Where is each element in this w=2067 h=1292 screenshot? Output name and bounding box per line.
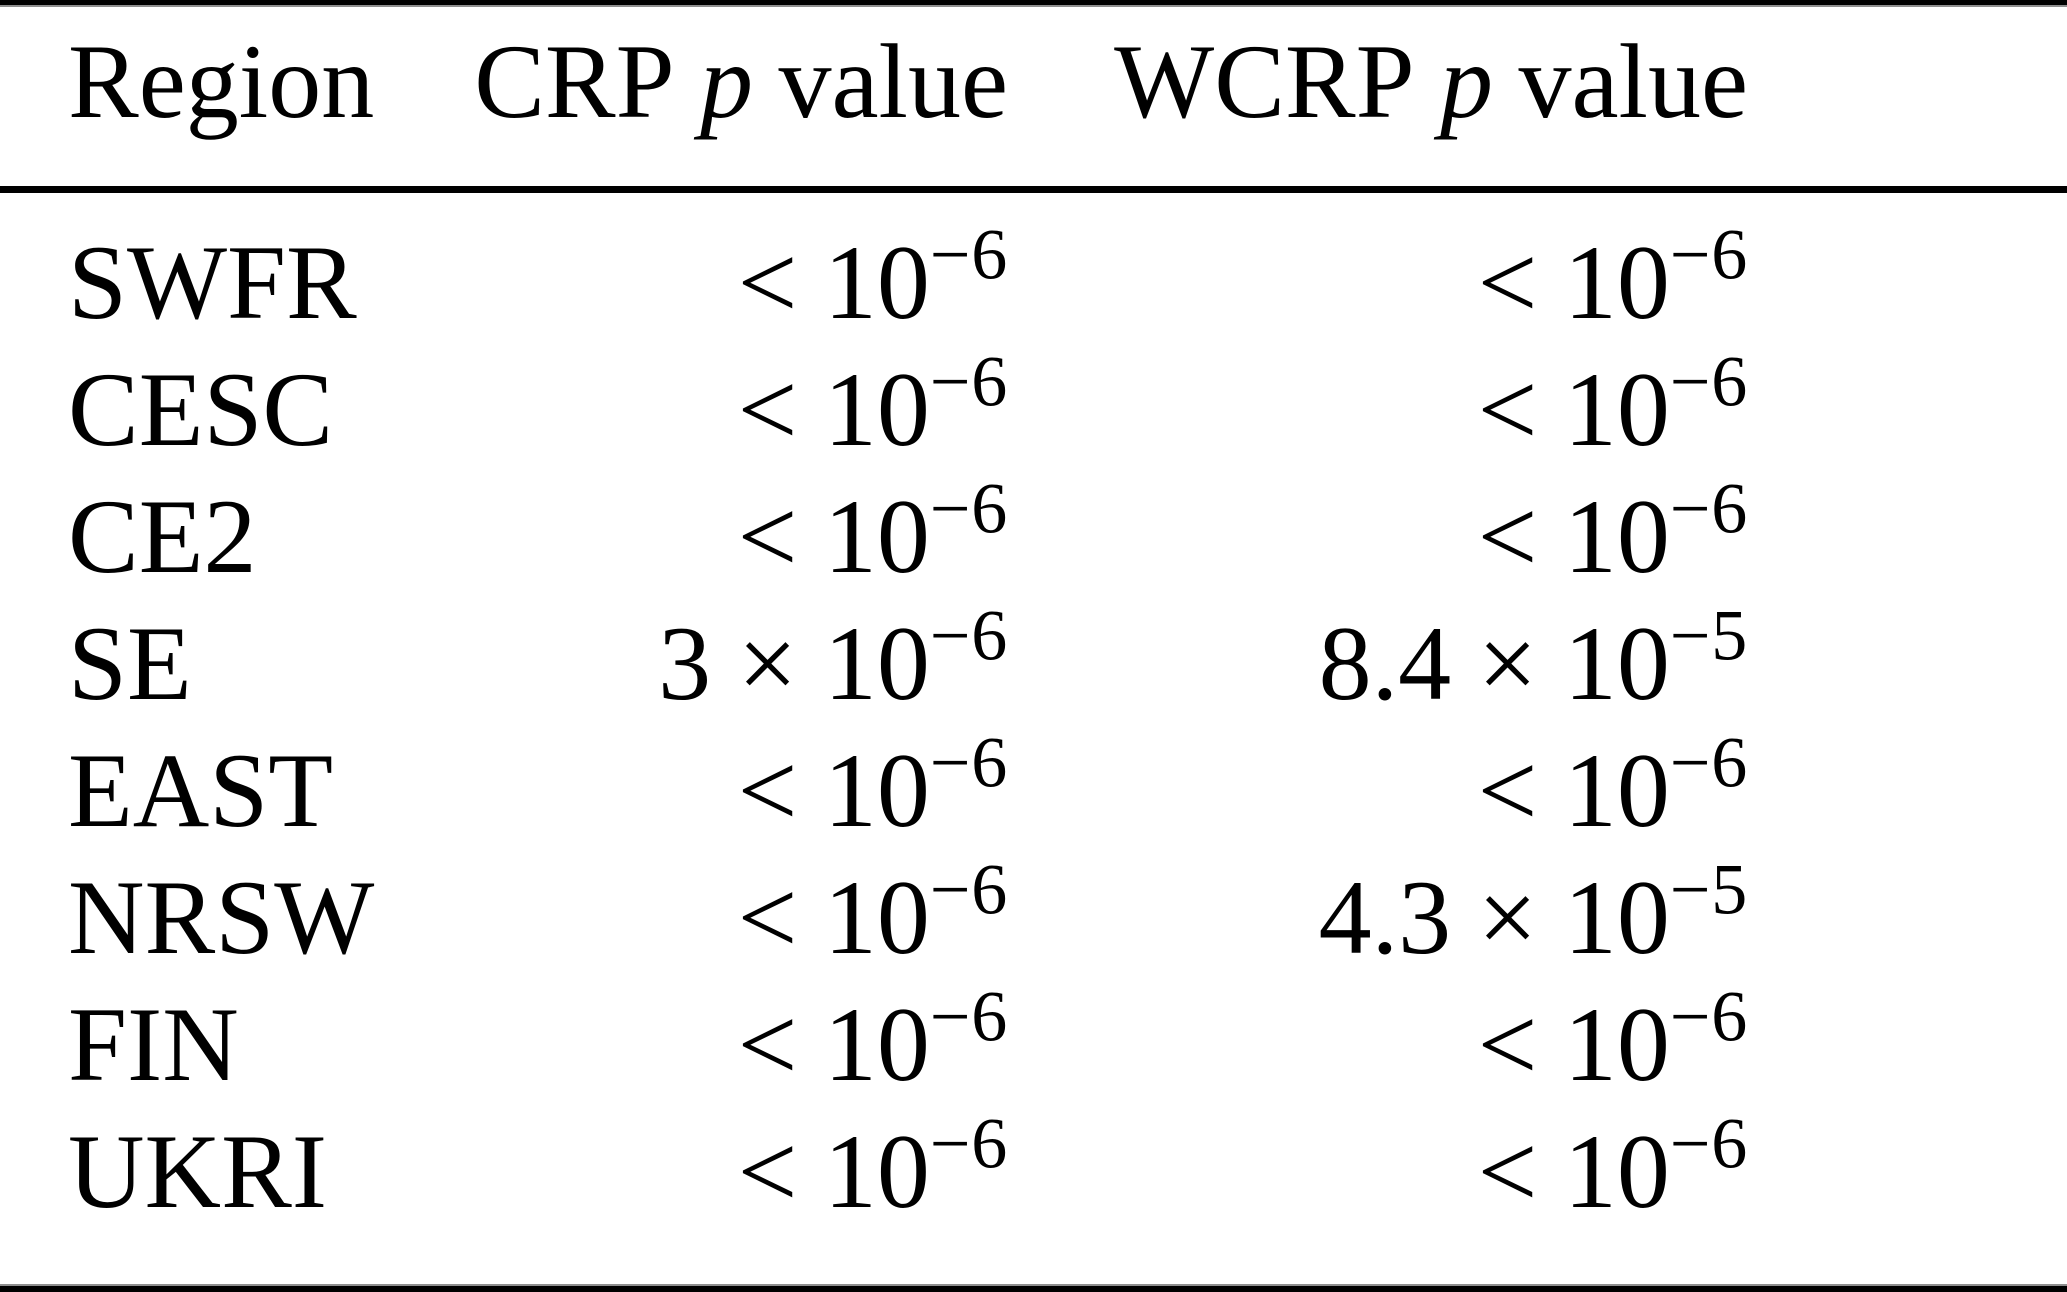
p-value-base: < 10 bbox=[737, 985, 930, 1103]
wcrp-p-value: < 10−6 bbox=[1008, 726, 1748, 844]
p-value-base: < 10 bbox=[737, 223, 930, 341]
p-value-exponent: −6 bbox=[929, 340, 1008, 421]
crp-p-value: < 10−6 bbox=[408, 218, 1008, 336]
value-word: value bbox=[778, 23, 1008, 140]
header-crp-label: CRP p value bbox=[408, 29, 1008, 135]
table-header: Region CRP p value WCRP p value bbox=[0, 7, 2067, 187]
region-label: EAST bbox=[68, 731, 333, 849]
table-row: SWFR < 10−6 < 10−6 bbox=[0, 218, 2067, 346]
header-wcrp-label: WCRP p value bbox=[1008, 29, 1748, 135]
crp-p-value: < 10−6 bbox=[408, 345, 1008, 463]
p-value-exponent: −6 bbox=[929, 213, 1008, 294]
crp-p-value: < 10−6 bbox=[408, 726, 1008, 844]
p-value-base: < 10 bbox=[737, 477, 930, 595]
wcrp-p-value: < 10−6 bbox=[1008, 472, 1748, 590]
table-row: FIN < 10−6 < 10−6 bbox=[0, 980, 2067, 1108]
p-value-exponent: −6 bbox=[1669, 340, 1748, 421]
p-value-exponent: −6 bbox=[929, 467, 1008, 548]
p-value-base: < 10 bbox=[1477, 1112, 1670, 1230]
p-value-exponent: −6 bbox=[1669, 721, 1748, 802]
p-value-base: 8.4 × 10 bbox=[1318, 604, 1670, 722]
table-row: CE2 < 10−6 < 10−6 bbox=[0, 472, 2067, 600]
p-value-exponent: −6 bbox=[929, 848, 1008, 929]
wcrp-name: WCRP bbox=[1114, 23, 1415, 140]
p-value-base: 4.3 × 10 bbox=[1318, 858, 1670, 976]
wcrp-p-value: < 10−6 bbox=[1008, 1107, 1748, 1225]
region-label: FIN bbox=[68, 985, 239, 1103]
table-row: UKRI < 10−6 < 10−6 bbox=[0, 1107, 2067, 1235]
bottom-rule bbox=[0, 1284, 2067, 1292]
p-value-base: < 10 bbox=[737, 350, 930, 468]
p-value-exponent: −6 bbox=[1669, 213, 1748, 294]
region-label: NRSW bbox=[68, 858, 375, 976]
p-value-exponent: −6 bbox=[1669, 975, 1748, 1056]
crp-p-value: 3 × 10−6 bbox=[408, 599, 1008, 717]
p-value-exponent: −5 bbox=[1669, 594, 1748, 675]
wcrp-p-value: 4.3 × 10−5 bbox=[1008, 853, 1748, 971]
p-value-base: < 10 bbox=[737, 731, 930, 849]
region-label: SWFR bbox=[68, 223, 357, 341]
region-label: UKRI bbox=[68, 1112, 328, 1230]
crp-p-value: < 10−6 bbox=[408, 980, 1008, 1098]
p-value-base: < 10 bbox=[737, 858, 930, 976]
top-rule bbox=[0, 0, 2067, 7]
p-symbol: p bbox=[700, 23, 754, 140]
wcrp-p-value: < 10−6 bbox=[1008, 980, 1748, 1098]
crp-p-value: < 10−6 bbox=[408, 1107, 1008, 1225]
p-value-base: < 10 bbox=[1477, 350, 1670, 468]
value-word: value bbox=[1518, 23, 1748, 140]
header-region-label: Region bbox=[68, 23, 375, 140]
crp-p-value: < 10−6 bbox=[408, 853, 1008, 971]
p-value-base: < 10 bbox=[1477, 985, 1670, 1103]
table-row: CESC < 10−6 < 10−6 bbox=[0, 345, 2067, 473]
p-value-exponent: −6 bbox=[929, 975, 1008, 1056]
region-label: SE bbox=[68, 604, 192, 722]
p-value-exponent: −6 bbox=[1669, 467, 1748, 548]
region-label: CE2 bbox=[68, 477, 257, 595]
p-value-base: < 10 bbox=[1477, 731, 1670, 849]
region-label: CESC bbox=[68, 350, 334, 468]
table-row: EAST < 10−6 < 10−6 bbox=[0, 726, 2067, 854]
p-value-exponent: −6 bbox=[929, 721, 1008, 802]
p-value-base: 3 × 10 bbox=[658, 604, 930, 722]
p-value-exponent: −5 bbox=[1669, 848, 1748, 929]
p-value-base: < 10 bbox=[737, 1112, 930, 1230]
table-row: NRSW < 10−6 4.3 × 10−5 bbox=[0, 853, 2067, 981]
wcrp-p-value: < 10−6 bbox=[1008, 345, 1748, 463]
crp-p-value: < 10−6 bbox=[408, 472, 1008, 590]
p-value-exponent: −6 bbox=[1669, 1102, 1748, 1183]
p-value-exponent: −6 bbox=[929, 1102, 1008, 1183]
p-value-base: < 10 bbox=[1477, 477, 1670, 595]
wcrp-p-value: 8.4 × 10−5 bbox=[1008, 599, 1748, 717]
table-row: SE 3 × 10−6 8.4 × 10−5 bbox=[0, 599, 2067, 727]
p-symbol: p bbox=[1440, 23, 1494, 140]
header-rule bbox=[0, 186, 2067, 193]
p-value-base: < 10 bbox=[1477, 223, 1670, 341]
table-body: SWFR < 10−6 < 10−6 CESC < 10−6 < 10−6 CE… bbox=[0, 193, 2067, 1235]
crp-name: CRP bbox=[474, 23, 675, 140]
p-value-exponent: −6 bbox=[929, 594, 1008, 675]
wcrp-p-value: < 10−6 bbox=[1008, 218, 1748, 336]
